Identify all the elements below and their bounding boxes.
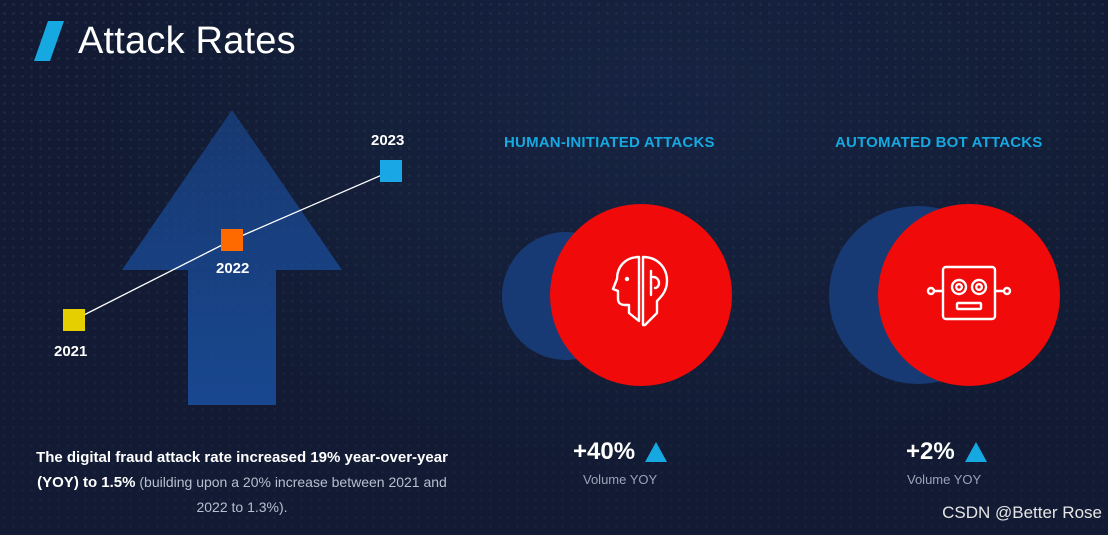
slash-logo-icon <box>34 21 64 61</box>
human-percent: +40% <box>573 438 636 465</box>
human-stat-caption: Volume YOY <box>583 472 658 487</box>
bot-stat-value: +2% <box>906 438 987 466</box>
human-circle <box>550 204 732 386</box>
trend-arrow <box>122 110 342 405</box>
header: Attack Rates <box>34 18 296 64</box>
watermark: CSDN @Better Rose <box>942 503 1102 522</box>
trend-line-segment-2 <box>231 170 392 241</box>
increase-triangle-icon <box>645 442 668 462</box>
trend-chart <box>73 110 392 405</box>
summary-text: The digital fraud attack rate increased … <box>20 446 464 520</box>
increase-triangle-icon <box>964 442 987 462</box>
marker-2021 <box>63 309 85 331</box>
trend-line-segment-1 <box>73 239 233 321</box>
marker-2023 <box>380 160 402 182</box>
robot-icon <box>925 261 1013 330</box>
summary-bold: The digital fraud attack rate increased … <box>36 449 448 491</box>
bot-percent: +2% <box>906 438 955 465</box>
human-attacks-heading: HUMAN-INITIATED ATTACKS <box>504 134 715 151</box>
year-label-2023: 2023 <box>371 132 405 149</box>
bot-circle <box>878 204 1060 386</box>
year-label-2022: 2022 <box>216 260 250 277</box>
page-title: Attack Rates <box>78 19 296 62</box>
bot-attacks-heading: AUTOMATED BOT ATTACKS <box>835 134 1043 151</box>
marker-2022 <box>221 229 243 251</box>
human-stat-value: +40% <box>573 438 668 466</box>
year-label-2021: 2021 <box>54 343 88 360</box>
bot-stat-caption: Volume YOY <box>907 472 982 487</box>
summary-light: (building upon a 20% increase between 20… <box>135 474 447 515</box>
human-head-icon <box>605 251 677 340</box>
